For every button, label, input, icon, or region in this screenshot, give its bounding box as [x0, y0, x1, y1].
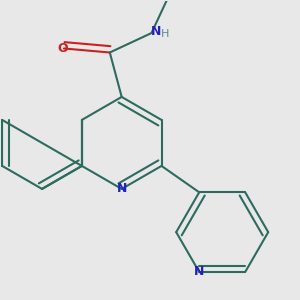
Text: N: N — [151, 25, 161, 38]
Text: O: O — [57, 42, 68, 55]
Text: N: N — [194, 266, 204, 278]
Text: H: H — [161, 29, 169, 39]
Text: N: N — [116, 182, 127, 195]
